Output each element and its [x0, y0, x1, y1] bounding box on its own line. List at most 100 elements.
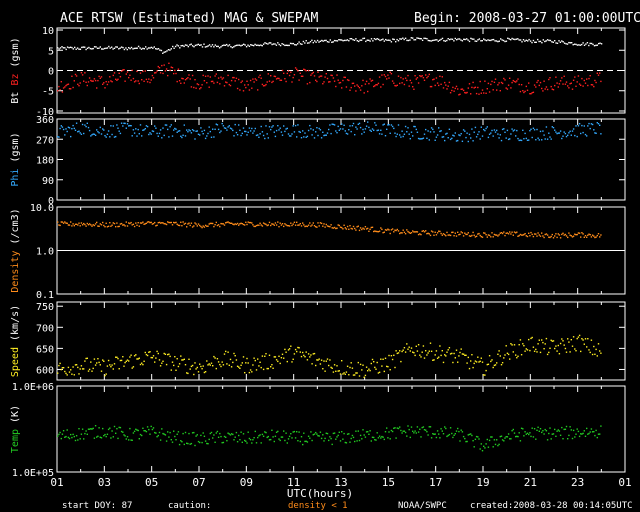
bz-point [247, 84, 249, 86]
bt-point [75, 48, 77, 50]
density-point [570, 235, 572, 237]
phi-point [452, 134, 454, 136]
speed-point [369, 369, 371, 372]
bt-point [128, 47, 130, 49]
bt-point [244, 44, 246, 46]
phi-point [421, 138, 423, 140]
density-point [156, 224, 158, 226]
temp-point [369, 430, 371, 432]
bt-point [343, 39, 346, 42]
speed-point [184, 364, 187, 366]
bt-point [278, 43, 280, 46]
bt-point [160, 49, 163, 52]
temp-point [275, 431, 278, 433]
temp-point [142, 427, 144, 429]
bz-point [323, 81, 325, 83]
temp-point [396, 427, 398, 429]
density-point [485, 234, 487, 236]
bt-point [386, 39, 388, 41]
speed-point [75, 364, 78, 366]
bz-point [442, 87, 445, 89]
temp-point [425, 429, 427, 431]
y-tick-label: 360 [36, 115, 54, 126]
density-point [132, 223, 135, 225]
bz-point [249, 79, 252, 82]
temp-point [387, 437, 389, 439]
phi-point [597, 123, 600, 125]
temp-point [528, 433, 530, 436]
bt-point [355, 38, 357, 40]
speed-point [449, 353, 452, 355]
phi-point [590, 123, 593, 125]
temp-point [111, 430, 113, 432]
density-point [574, 233, 576, 235]
speed-point [222, 364, 225, 366]
speed-point [488, 355, 491, 357]
bt-point [98, 47, 100, 49]
speed-point [71, 373, 73, 375]
density-point [567, 236, 569, 239]
density-point [90, 224, 92, 226]
bz-point [479, 80, 481, 83]
bz-point [110, 80, 112, 82]
density-point [303, 224, 305, 226]
bt-point [265, 42, 268, 45]
bt-point [544, 40, 546, 43]
density-point [350, 227, 352, 230]
phi-point [370, 130, 372, 132]
phi-point [346, 133, 349, 135]
temp-point [563, 428, 565, 431]
temp-point [354, 440, 356, 443]
bt-point [162, 52, 164, 54]
bz-point [60, 81, 62, 83]
density-point [383, 231, 385, 233]
speed-point [533, 350, 536, 352]
phi-point [294, 124, 297, 127]
speed-point [423, 357, 426, 359]
temp-point [97, 435, 99, 437]
speed-point [164, 353, 167, 355]
phi-point [351, 125, 354, 127]
speed-point [354, 374, 356, 376]
phi-point [348, 129, 350, 131]
temp-point [176, 433, 178, 435]
phi-point [91, 134, 93, 136]
bz-point [162, 72, 164, 75]
speed-point [427, 352, 429, 354]
bz-point [477, 86, 479, 89]
speed-point [99, 364, 101, 366]
temp-point [159, 439, 162, 441]
density-point [72, 223, 74, 225]
bt-point [71, 46, 73, 49]
bt-point [406, 39, 408, 42]
density-point [403, 231, 406, 233]
density-point [364, 226, 367, 228]
temp-point [96, 436, 98, 438]
bz-point [559, 80, 562, 82]
bz-point [549, 77, 551, 79]
temp-point [112, 436, 114, 438]
phi-point [87, 126, 90, 129]
bt-point [331, 41, 333, 43]
phi-point [539, 130, 542, 133]
density-point [242, 223, 245, 226]
density-point [591, 234, 594, 236]
phi-point [235, 131, 238, 134]
phi-point [430, 127, 433, 129]
speed-point [156, 350, 158, 353]
density-point [363, 228, 365, 230]
bt-point [197, 43, 199, 46]
bt-point [245, 46, 248, 48]
temp-point [162, 432, 164, 435]
speed-point [417, 344, 420, 346]
speed-point [434, 354, 436, 356]
density-point [590, 236, 593, 238]
phi-point [71, 128, 73, 130]
temp-point [367, 431, 369, 433]
speed-point [374, 366, 376, 369]
phi-point [319, 129, 322, 131]
temp-point [280, 436, 283, 438]
bz-point [155, 72, 157, 74]
temp-point [249, 439, 252, 441]
speed-point [309, 356, 311, 358]
